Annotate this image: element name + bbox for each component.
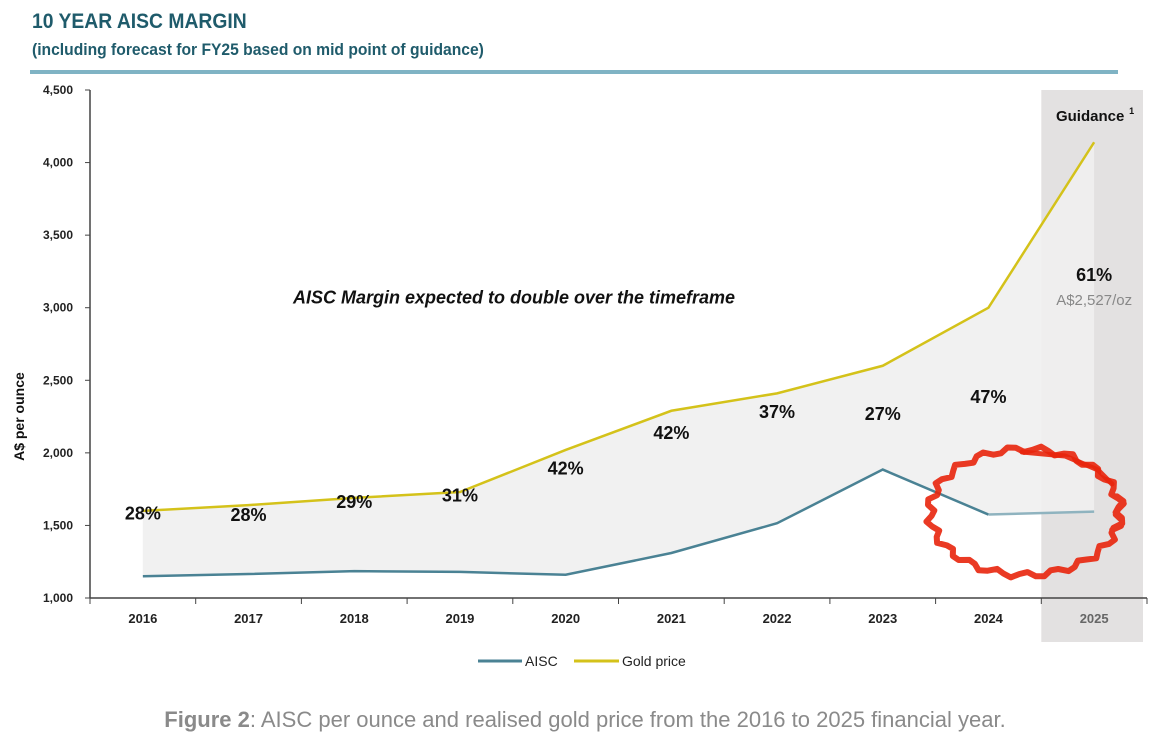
margin-label: 37%	[759, 402, 795, 422]
margin-band	[142, 142, 1095, 577]
guidance-title: Guidance	[1056, 108, 1124, 125]
x-tick-label: 2025	[1080, 611, 1109, 626]
legend-gold-label: Gold price	[622, 653, 686, 669]
margin-label: 31%	[442, 485, 478, 505]
margin-label: 28%	[231, 505, 267, 525]
y-axis-title: A$ per ounce	[11, 372, 27, 461]
y-tick-label: 1,500	[43, 518, 73, 532]
x-tick-label: 2021	[657, 611, 686, 626]
legend-aisc-label: AISC	[525, 653, 558, 669]
y-tick-label: 4,000	[43, 156, 73, 170]
chart: 1,000 1,500 2,000 2,500 3,000 3,500 4,000 4,500…	[11, 83, 1148, 669]
margin-label: 61%	[1076, 265, 1112, 285]
red-circle-annotation	[1019, 449, 1115, 487]
y-tick-label: 2,000	[43, 446, 73, 460]
margin-label: 28%	[125, 504, 161, 524]
margin-label: 27%	[865, 404, 901, 424]
guidance-price-label: A$2,527/oz	[1056, 292, 1132, 309]
chart-subtitle: (including forecast for FY25 based on mi…	[32, 40, 484, 59]
y-tick-label: 2,500	[43, 373, 73, 387]
x-tick-label: 2016	[128, 611, 157, 626]
title-divider	[30, 70, 1118, 74]
figure-caption-label: Figure 2	[164, 707, 250, 732]
y-tick-label: 3,500	[43, 228, 73, 242]
x-tick-label: 2023	[868, 611, 897, 626]
figure-caption-text: : AISC per ounce and realised gold price…	[249, 707, 1006, 732]
y-tick-label: 1,000	[43, 591, 73, 605]
chart-annotation: AISC Margin expected to double over the …	[292, 287, 735, 307]
x-tick-label: 2020	[551, 611, 580, 626]
x-tick-label: 2018	[340, 611, 369, 626]
aisc-line	[142, 468, 989, 578]
margin-label: 42%	[653, 423, 689, 443]
aisc-forecast-line	[988, 510, 1095, 516]
y-tick-label: 3,000	[43, 301, 73, 315]
guidance-footnote-marker: 1	[1129, 106, 1134, 116]
y-tick-label: 4,500	[43, 83, 73, 97]
x-tick-label: 2022	[763, 611, 792, 626]
gold-price-line	[142, 141, 1096, 513]
chart-title: 10 YEAR AISC MARGIN	[32, 10, 247, 33]
margin-label: 47%	[970, 387, 1006, 407]
margin-label: 29%	[336, 492, 372, 512]
x-tick-label: 2024	[974, 611, 1004, 626]
x-tick-label: 2019	[445, 611, 474, 626]
x-tick-label: 2017	[234, 611, 263, 626]
figure-caption: Figure 2: AISC per ounce and realised go…	[0, 707, 1170, 733]
margin-label: 42%	[548, 459, 584, 479]
